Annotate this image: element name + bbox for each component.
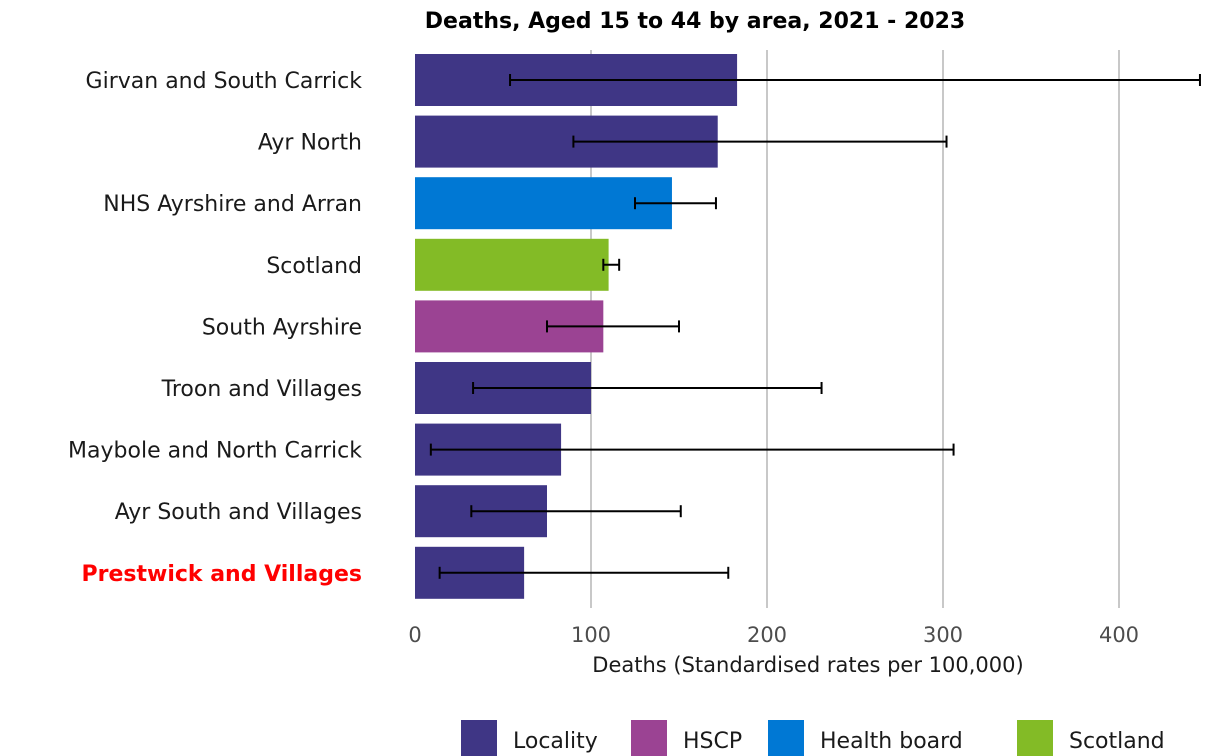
x-tick-label: 0 (408, 623, 421, 647)
x-tick-label: 400 (1099, 623, 1139, 647)
category-label: Troon and Villages (161, 377, 362, 402)
legend-label: Locality (513, 729, 598, 754)
error-bars (429, 74, 1201, 579)
x-tick-label: 100 (571, 623, 611, 647)
category-label: Ayr North (258, 131, 362, 156)
legend-label: Scotland (1069, 729, 1165, 754)
legend-swatch (461, 720, 497, 756)
legend-swatch (1017, 720, 1053, 756)
x-tick-labels: 0 100 200 300 400 (408, 623, 1139, 647)
category-label: Prestwick and Villages (82, 562, 363, 587)
category-label: Scotland (266, 254, 362, 279)
legend-swatch (631, 720, 667, 756)
legend-label: HSCP (683, 729, 742, 754)
category-label: NHS Ayrshire and Arran (103, 192, 362, 217)
category-label: Maybole and North Carrick (68, 439, 362, 464)
legend: Locality HSCP Health board Scotland (461, 720, 1165, 756)
category-labels: Girvan and South Carrick Ayr North NHS Ayr… (68, 69, 362, 587)
x-tick-label: 300 (923, 623, 963, 647)
legend-swatch (768, 720, 804, 756)
bar (415, 177, 672, 230)
category-label: Girvan and South Carrick (86, 69, 363, 94)
category-label: South Ayrshire (202, 315, 362, 340)
legend-label: Health board (820, 729, 963, 754)
bar (415, 238, 609, 291)
x-axis-title: Deaths (Standardised rates per 100,000) (592, 653, 1023, 677)
category-label: Ayr South and Villages (115, 500, 362, 525)
chart-title: Deaths, Aged 15 to 44 by area, 2021 - 20… (425, 9, 965, 34)
x-tick-label: 200 (747, 623, 787, 647)
